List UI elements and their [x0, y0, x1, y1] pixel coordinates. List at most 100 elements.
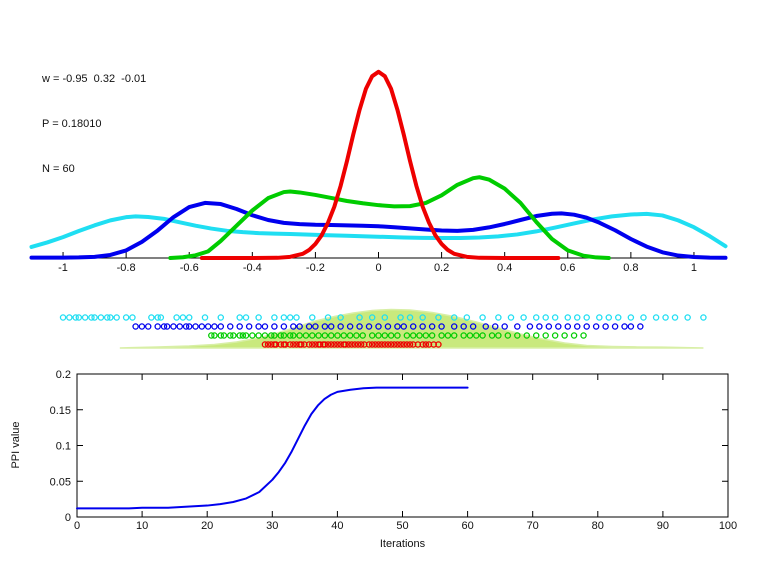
red-samples-marker: [422, 341, 430, 348]
green-samples-marker: [302, 332, 310, 339]
ppi-y-tick-label: 0.05: [50, 476, 71, 488]
green-samples-marker: [211, 332, 218, 339]
cyan-samples-marker: [551, 314, 559, 321]
blue-samples-marker: [160, 323, 168, 330]
blue-samples-marker: [400, 323, 407, 330]
green-samples-marker: [422, 332, 430, 339]
blue-samples-marker: [346, 323, 354, 330]
blue-samples-marker: [592, 323, 600, 330]
red-samples-marker: [309, 341, 316, 348]
blue-samples-marker: [261, 323, 269, 330]
cyan-samples-marker: [479, 314, 486, 321]
cyan-samples-marker: [532, 314, 540, 321]
density-x-tick-label: 0.8: [623, 262, 638, 274]
cyan-samples-marker: [596, 314, 603, 321]
blue-samples-marker: [564, 323, 572, 330]
green-samples-marker: [220, 332, 228, 339]
blue-samples-marker: [602, 323, 609, 330]
red-samples-marker: [327, 341, 335, 348]
green-samples-marker: [261, 332, 269, 339]
red-samples-marker: [297, 341, 305, 348]
density-x-tick-label: 0.6: [560, 262, 575, 274]
blue-samples-marker: [491, 323, 499, 330]
cyan-samples-marker: [627, 314, 635, 321]
cyan-samples-marker: [419, 314, 426, 321]
cyan-samples-marker: [450, 314, 458, 321]
green-samples-marker: [394, 332, 401, 339]
green-samples-marker: [504, 332, 512, 339]
cyan-samples-marker: [154, 314, 161, 321]
green-samples-marker: [460, 332, 467, 339]
blue-samples-marker: [375, 323, 382, 330]
red-samples-marker: [375, 341, 382, 348]
density-x-tick-label: 0.4: [497, 262, 512, 274]
cyan-samples-marker: [605, 314, 613, 321]
green-samples-row: [208, 332, 587, 339]
green-samples-marker: [239, 332, 247, 339]
green-samples-marker: [438, 332, 445, 339]
green-samples-marker: [570, 332, 578, 339]
red-samples-marker: [305, 341, 313, 348]
red-samples-marker: [387, 341, 395, 348]
green-samples-marker: [267, 332, 275, 339]
blue-samples-marker: [321, 323, 329, 330]
sample-count-text: N = 60: [42, 163, 75, 175]
density-x-tick-label: 1: [691, 262, 697, 274]
blue-samples-marker: [450, 323, 458, 330]
red-component-curve: [199, 69, 561, 260]
density-x-tick-label: 0: [375, 262, 381, 274]
blue-samples-marker: [280, 323, 288, 330]
density-x-axis: -1 -0.8 -0.6 -0.4 -0.2 0 0.2 0.4 0.6 0.8 1: [31, 252, 726, 274]
cyan-samples-marker: [129, 314, 136, 321]
ppi-x-tick-label: 40: [331, 520, 343, 532]
blue-samples-marker: [526, 323, 534, 330]
ppi-y-tick-label: 0: [65, 512, 71, 524]
green-samples-marker: [488, 332, 496, 339]
blue-samples-marker: [337, 323, 344, 330]
blue-samples-marker: [211, 323, 218, 330]
cyan-samples-marker: [397, 314, 404, 321]
green-samples-marker: [359, 332, 366, 339]
blue-samples-marker: [204, 323, 212, 330]
green-samples-marker: [495, 332, 502, 339]
blue-samples-marker: [327, 323, 335, 330]
blue-samples-marker: [583, 323, 590, 330]
cyan-samples-marker: [652, 314, 660, 321]
blue-samples-marker: [545, 323, 553, 330]
blue-samples-marker: [419, 323, 426, 330]
cyan-samples-marker: [671, 314, 679, 321]
green-samples-marker: [353, 332, 360, 339]
red-samples-marker: [321, 341, 329, 348]
green-samples-marker: [236, 332, 243, 339]
blue-samples-row: [132, 323, 644, 330]
blue-samples-marker: [409, 323, 417, 330]
ppi-x-tick-label: 100: [719, 520, 737, 532]
green-samples-marker: [346, 332, 354, 339]
blue-samples-marker: [245, 323, 253, 330]
blue-samples-marker: [236, 323, 243, 330]
green-samples-marker: [334, 332, 341, 339]
ppi-x-tick-label: 80: [592, 520, 604, 532]
red-samples-marker: [406, 341, 414, 348]
blue-samples-marker: [163, 323, 171, 330]
blue-samples-marker: [536, 323, 543, 330]
blue-samples-marker: [144, 323, 152, 330]
cyan-samples-marker: [406, 314, 414, 321]
cyan-samples-marker: [72, 314, 79, 321]
ppi-x-tick-label: 0: [74, 520, 80, 532]
cyan-samples-marker: [173, 314, 180, 321]
ppi-x-tick-label: 20: [201, 520, 213, 532]
cyan-samples-marker: [59, 314, 67, 321]
green-samples-marker: [542, 332, 549, 339]
blue-samples-marker: [176, 323, 184, 330]
red-samples-marker: [419, 341, 426, 348]
red-samples-marker: [384, 341, 392, 348]
red-samples-marker: [368, 341, 376, 348]
green-samples-marker: [271, 332, 278, 339]
red-samples-marker: [391, 341, 398, 348]
blue-samples-marker: [356, 323, 363, 330]
cyan-samples-marker: [293, 314, 300, 321]
cyan-samples-marker: [236, 314, 243, 321]
cyan-samples-marker: [495, 314, 502, 321]
cyan-samples-marker: [463, 314, 471, 321]
